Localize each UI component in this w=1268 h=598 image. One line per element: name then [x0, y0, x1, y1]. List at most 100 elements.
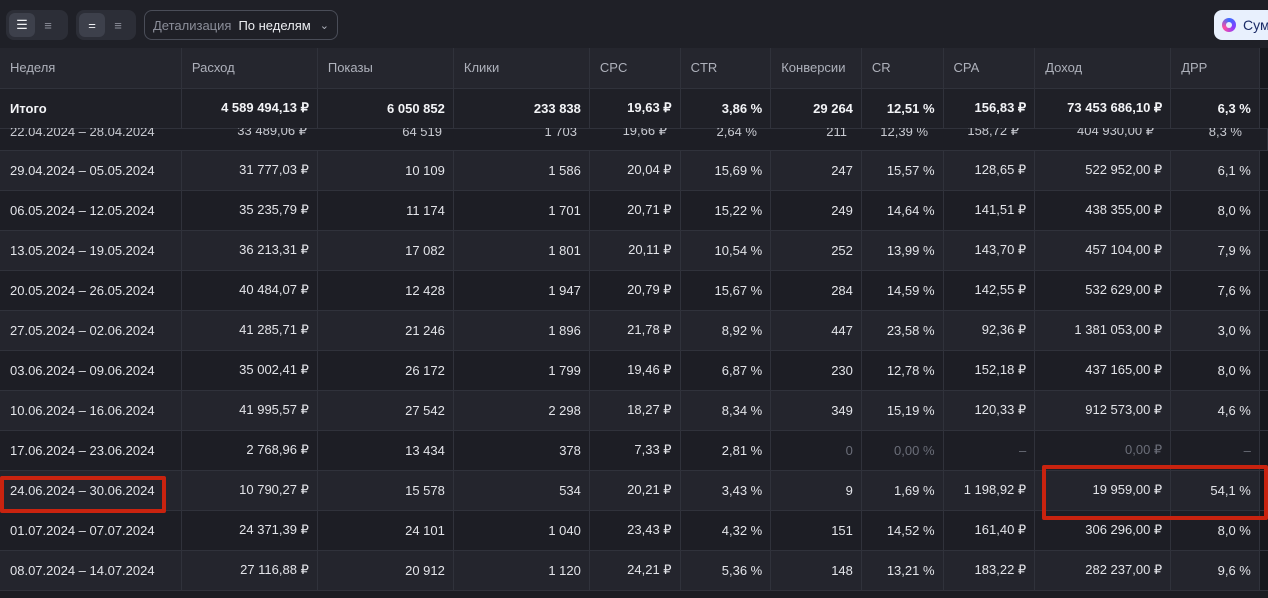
cell-cr: 23,58 %	[861, 310, 944, 351]
cell-cpa: 161,40 ₽	[943, 510, 1036, 551]
tree-view-icon[interactable]: ≡	[44, 17, 52, 33]
report-toolbar: ☰ ≡ = ≡ Детализация По неделям ⌄ Сумм	[0, 0, 1268, 49]
cell-week: 03.06.2024 – 09.06.2024	[0, 350, 182, 391]
column-header-week[interactable]: Неделя	[0, 48, 182, 89]
table-row[interactable]: 06.05.2024 – 12.05.2024 35 235,79 ₽11 174…	[0, 190, 1268, 231]
cell-cpc: 20,79 ₽	[589, 270, 681, 311]
scrollbar-track[interactable]	[1259, 88, 1268, 129]
cell-ctr: 15,67 %	[680, 270, 772, 311]
scrollbar-track[interactable]	[1259, 430, 1268, 471]
cell-week: 20.05.2024 – 26.05.2024	[0, 270, 182, 311]
cell-impressions: 15 578	[317, 470, 454, 511]
table-row[interactable]: 27.05.2024 – 02.06.2024 41 285,71 ₽21 246…	[0, 310, 1268, 351]
density-switch: = ≡	[76, 10, 136, 40]
scrollbar-track[interactable]	[1259, 48, 1268, 89]
cell-cpa: 143,70 ₽	[943, 230, 1036, 271]
cell-clicks: 1 040	[453, 510, 590, 551]
cell-conversions: 252	[770, 230, 862, 271]
cell-clicks: 1 701	[453, 190, 590, 231]
scrollbar-track[interactable]	[1259, 550, 1268, 591]
column-header-cpc[interactable]: CPC	[589, 48, 681, 89]
partial-row-cell	[0, 128, 1268, 151]
cell-drr: 6,3 %	[1170, 88, 1260, 129]
cell-income: 457 104,00 ₽	[1034, 230, 1172, 271]
table-row[interactable]: 29.04.2024 – 05.05.2024 31 777,03 ₽10 109…	[0, 150, 1268, 191]
cell-cr: 15,19 %	[861, 390, 944, 431]
cell-cpa: 141,51 ₽	[943, 190, 1036, 231]
cell-impressions: 13 434	[317, 430, 454, 471]
cell-ctr: 10,54 %	[680, 230, 772, 271]
cell-expense: 27 116,88 ₽	[181, 550, 318, 591]
column-header-clicks[interactable]: Клики	[453, 48, 590, 89]
cell-income: 1 381 053,00 ₽	[1034, 310, 1172, 351]
cell-income: 438 355,00 ₽	[1034, 190, 1172, 231]
cell-week: 08.07.2024 – 14.07.2024	[0, 550, 182, 591]
column-header-cr[interactable]: CR	[861, 48, 944, 89]
table-row[interactable]: 03.06.2024 – 09.06.2024 35 002,41 ₽26 172…	[0, 350, 1268, 391]
cell-income: 522 952,00 ₽	[1034, 150, 1172, 191]
cell-week: 29.04.2024 – 05.05.2024	[0, 150, 182, 191]
header-row: Неделя Расход Показы Клики CPC CTR Конверсии CR…	[0, 48, 1268, 89]
cell-income: 437 165,00 ₽	[1034, 350, 1172, 391]
column-header-ctr[interactable]: CTR	[680, 48, 772, 89]
cell-drr: 8,0 %	[1170, 510, 1260, 551]
scrollbar-track[interactable]	[1259, 190, 1268, 231]
table-row[interactable]: 24.06.2024 – 30.06.2024 10 790,27 ₽15 578…	[0, 470, 1268, 511]
scrollbar-track[interactable]	[1259, 470, 1268, 511]
cell-income: 19 959,00 ₽	[1034, 470, 1172, 511]
scrollbar-track[interactable]	[1259, 350, 1268, 391]
normal-rows-icon[interactable]: ≡	[114, 17, 122, 33]
cell-cpc: 19,63 ₽	[589, 88, 681, 129]
cell-drr: 9,6 %	[1170, 550, 1260, 591]
cell-drr: 8,0 %	[1170, 190, 1260, 231]
cell-cpa: –	[943, 430, 1036, 471]
column-header-income[interactable]: Доход	[1034, 48, 1172, 89]
cell-cpc: 20,21 ₽	[589, 470, 681, 511]
cell-cr: 15,57 %	[861, 150, 944, 191]
column-header-impressions[interactable]: Показы	[317, 48, 454, 89]
cell-clicks: 1 799	[453, 350, 590, 391]
detail-dropdown[interactable]: Детализация По неделям ⌄	[144, 10, 338, 40]
cell-expense: 40 484,07 ₽	[181, 270, 318, 311]
column-header-cpa[interactable]: CPA	[943, 48, 1036, 89]
cell-conversions: 0	[770, 430, 862, 471]
table-row[interactable]: 20.05.2024 – 26.05.2024 40 484,07 ₽12 428…	[0, 270, 1268, 311]
column-header-conversions[interactable]: Конверсии	[770, 48, 862, 89]
cell-expense: 4 589 494,13 ₽	[181, 88, 318, 129]
scrollbar-track[interactable]	[1259, 270, 1268, 311]
column-header-drr[interactable]: ДРР	[1170, 48, 1260, 89]
cell-drr: 4,6 %	[1170, 390, 1260, 431]
cell-conversions: 29 264	[770, 88, 862, 129]
scrollbar-track[interactable]	[1259, 150, 1268, 191]
detail-label: Детализация	[153, 17, 232, 33]
scrollbar-track[interactable]	[1259, 390, 1268, 431]
cell-ctr: 15,69 %	[680, 150, 772, 191]
compact-rows-icon[interactable]: =	[79, 13, 105, 37]
total-row[interactable]: Итого 4 589 494,13 ₽6 050 852 233 838 19,63…	[0, 88, 1268, 129]
table-row[interactable]: 10.06.2024 – 16.06.2024 41 995,57 ₽27 542…	[0, 390, 1268, 431]
scrollbar-track[interactable]	[1259, 310, 1268, 351]
cell-drr: 54,1 %	[1170, 470, 1260, 511]
list-view-icon[interactable]: ☰	[9, 13, 35, 37]
table-row[interactable]: 17.06.2024 – 23.06.2024 2 768,96 ₽13 434 3…	[0, 430, 1268, 471]
scrollbar-track[interactable]	[1259, 230, 1268, 271]
cell-conversions: 249	[770, 190, 862, 231]
cell-expense: 24 371,39 ₽	[181, 510, 318, 551]
cell-cr: 13,21 %	[861, 550, 944, 591]
cell-cpc: 20,71 ₽	[589, 190, 681, 231]
cell-cpa: 128,65 ₽	[943, 150, 1036, 191]
table-row[interactable]: 08.07.2024 – 14.07.2024 27 116,88 ₽20 912…	[0, 550, 1268, 591]
table-row[interactable]: 01.07.2024 – 07.07.2024 24 371,39 ₽24 101…	[0, 510, 1268, 551]
cell-cr: 1,69 %	[861, 470, 944, 511]
sum-button-label: Сумм	[1243, 17, 1268, 33]
cell-clicks: 378	[453, 430, 590, 471]
sum-button[interactable]: Сумм	[1214, 10, 1268, 40]
table-row[interactable]: 13.05.2024 – 19.05.2024 36 213,31 ₽17 082…	[0, 230, 1268, 271]
scrollbar-track[interactable]	[1259, 510, 1268, 551]
cell-clicks: 1 120	[453, 550, 590, 591]
column-header-expense[interactable]: Расход	[181, 48, 318, 89]
cell-week: 06.05.2024 – 12.05.2024	[0, 190, 182, 231]
cell-expense: 10 790,27 ₽	[181, 470, 318, 511]
cell-expense: 41 995,57 ₽	[181, 390, 318, 431]
cell-ctr: 2,81 %	[680, 430, 772, 471]
